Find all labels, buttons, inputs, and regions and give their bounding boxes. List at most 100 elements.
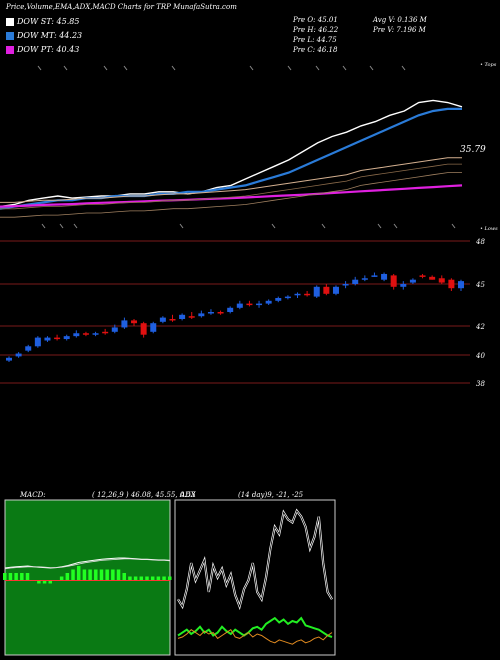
- ema-line-extra-0: [0, 163, 462, 210]
- candle-body: [409, 279, 416, 283]
- ema-top-tick-1: [63, 65, 68, 71]
- legend-swatch-st: [6, 17, 14, 26]
- candle-body: [188, 316, 195, 318]
- legend-dow-pt: DOW PT: 40.43: [6, 45, 79, 54]
- candle-body: [44, 337, 51, 341]
- ema-top-tick-7: [315, 65, 320, 71]
- macd-hist-bar: [105, 569, 109, 580]
- candle-body: [313, 286, 320, 297]
- ema-line-3: [0, 184, 463, 208]
- candle-body: [54, 337, 61, 340]
- candle-body: [207, 312, 214, 314]
- price-tick-label-42: 42: [475, 323, 485, 331]
- candle-body: [342, 284, 349, 286]
- legend-dow-mt: DOW MT: 44.23: [6, 31, 82, 40]
- candle-body: [169, 319, 176, 321]
- ema-bot-tick-0: [41, 223, 46, 229]
- macd-hist-bar: [8, 573, 13, 580]
- candle-body: [429, 276, 436, 280]
- candle-body: [438, 278, 445, 283]
- candle-body: [111, 327, 118, 332]
- candle-body: [400, 284, 407, 287]
- candle-body: [352, 279, 359, 284]
- macd-hist-bar: [14, 573, 18, 580]
- ema-bottom-label: • Lows: [480, 226, 498, 232]
- candle-body: [275, 298, 282, 301]
- macd-hist-bar: [111, 569, 115, 580]
- macd-title: MACD:: [20, 491, 46, 499]
- ema-top-tick-6: [287, 65, 292, 71]
- candle-body: [361, 278, 368, 280]
- legend-swatch-pt: [6, 45, 14, 54]
- candle-body: [448, 279, 455, 289]
- macd-hist-bar: [71, 569, 75, 580]
- ema-bot-tick-6: [377, 223, 382, 229]
- price-tick-label-38: 38: [476, 380, 485, 388]
- macd-hist-bar: [145, 576, 149, 580]
- ema-top-tick-5: [249, 65, 254, 71]
- macd-hist-bar: [150, 576, 155, 580]
- stat-prev-close: Pre C: 46.18: [293, 46, 338, 54]
- adx-panel: [174, 499, 336, 656]
- candle-body: [332, 286, 339, 294]
- candle-body: [121, 320, 128, 328]
- macd-hist-bar: [65, 573, 70, 580]
- candle-body: [371, 275, 378, 277]
- ema-y-label: 35.79: [460, 145, 486, 155]
- legend-label-pt: DOW PT: 40.43: [17, 45, 80, 54]
- legend-label-mt: DOW MT: 44.23: [17, 31, 83, 40]
- macd-hist-bar: [99, 569, 104, 580]
- price-tick-label-40: 40: [475, 352, 485, 360]
- ema-bot-tick-3: [179, 223, 184, 229]
- candle-body: [390, 275, 397, 287]
- ema-top-tick-9: [369, 65, 374, 71]
- macd-hist-bar: [48, 580, 53, 584]
- macd-hist-bar: [128, 576, 132, 580]
- ema-bot-tick-5: [321, 223, 326, 229]
- candle-body: [150, 323, 157, 332]
- candle-body: [265, 300, 272, 304]
- macd-hist-bar: [133, 576, 138, 580]
- price-tick-label-48: 48: [475, 238, 485, 246]
- candle-body: [131, 320, 138, 324]
- macd-hist-bar: [25, 573, 30, 580]
- legend-dow-st: DOW ST: 45.85: [6, 17, 79, 26]
- ema-bot-tick-8: [451, 223, 456, 229]
- candle-body: [179, 314, 186, 319]
- macd-hist-bar: [20, 573, 24, 580]
- candle-body: [159, 317, 166, 322]
- ema-bot-tick-1: [59, 223, 64, 229]
- macd-hist-bar: [168, 576, 172, 580]
- chart-title: Price,Volume,EMA,ADX,MACD Charts for TRP…: [6, 3, 237, 11]
- ema-line-1: [0, 107, 462, 210]
- macd-hist-bar: [116, 569, 121, 580]
- ema-top-tick-0: [37, 65, 42, 71]
- candle-body: [294, 293, 301, 296]
- macd-hist-bar: [94, 569, 98, 580]
- candle-body: [82, 333, 89, 335]
- candle-body: [92, 333, 99, 335]
- ema-bot-tick-7: [393, 223, 398, 229]
- macd-hist-bar: [3, 573, 7, 580]
- candle-body: [15, 353, 22, 357]
- candle-body: [6, 357, 12, 361]
- macd-params: ( 12,26,9 ) 46.08, 45.55, 0.53: [92, 491, 196, 499]
- stat-prev-volume: Pre V: 7.196 M: [373, 26, 426, 34]
- candle-body: [63, 336, 70, 340]
- candle-body: [102, 331, 109, 334]
- ema-line-0: [0, 99, 463, 208]
- adx-title: ADX: [180, 491, 196, 499]
- candle-body: [217, 312, 224, 314]
- ema-top-tick-2: [103, 65, 108, 71]
- macd-hist-bar: [122, 573, 126, 580]
- candle-body: [236, 303, 243, 308]
- macd-hist-bar: [88, 569, 92, 580]
- ema-panel: [0, 65, 463, 229]
- stat-prev-high: Pre H: 46.22: [293, 26, 339, 34]
- ema-line-2: [0, 157, 462, 203]
- candle-body: [323, 286, 330, 294]
- macd-hist-bar: [59, 576, 64, 580]
- candle-body: [227, 307, 234, 312]
- macd-hist-bar: [76, 566, 81, 580]
